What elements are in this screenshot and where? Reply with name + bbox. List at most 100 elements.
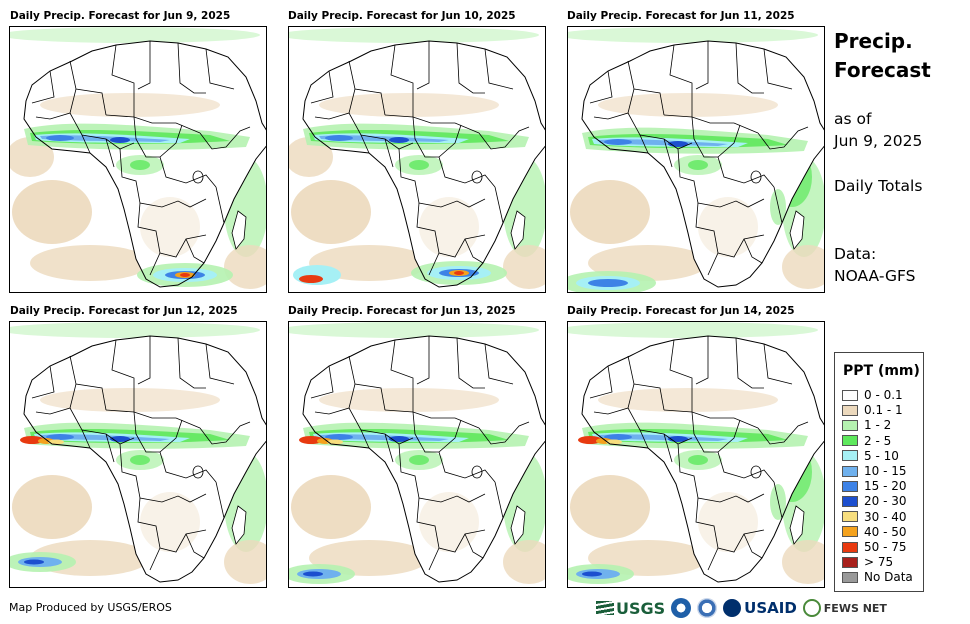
legend-item: No Data [842, 570, 913, 584]
side-title: Precip. Forecast [834, 27, 931, 85]
legend-label: 10 - 15 [864, 464, 907, 478]
panel-title: Daily Precip. Forecast for Jun 9, 2025 [10, 10, 231, 22]
legend-swatch [842, 435, 858, 447]
legend-label: 40 - 50 [864, 524, 907, 539]
dos-seal-icon [697, 598, 718, 618]
credit-text: Map Produced by USGS/EROS [9, 601, 172, 614]
southern-storm [411, 261, 507, 285]
fews-logo: FEWS NET [802, 599, 887, 617]
panel-title: Daily Precip. Forecast for Jun 14, 2025 [567, 305, 795, 317]
map-svg [289, 322, 545, 584]
legend-label: 0.1 - 1 [864, 403, 903, 418]
noaa-logo-icon [671, 598, 692, 618]
daily-totals: Daily Totals [834, 177, 923, 195]
as-of: as of Jun 9, 2025 [834, 108, 922, 152]
southern-storm [568, 271, 656, 292]
madagascar [510, 210, 526, 250]
land-precip-layer [299, 388, 529, 552]
legend-label: 30 - 40 [864, 509, 907, 524]
data-source: Data: NOAA-GFS [834, 243, 915, 287]
coastline [23, 40, 266, 288]
panel-title: Daily Precip. Forecast for Jun 10, 2025 [288, 10, 516, 22]
map-svg [10, 322, 266, 584]
map-frame [288, 26, 546, 293]
map-frame [288, 321, 546, 588]
southern-storm [137, 263, 233, 287]
usaid-seal-icon [723, 599, 742, 617]
panel-title: Daily Precip. Forecast for Jun 12, 2025 [10, 305, 238, 317]
legend-label: 20 - 30 [864, 494, 907, 509]
legend-item: 5 - 10 [842, 449, 899, 463]
map-frame [9, 26, 267, 293]
usgs-logo-text: USGS [616, 598, 666, 618]
coastline [581, 40, 824, 288]
madagascar [510, 505, 526, 545]
usgs-logo: USGS [596, 599, 665, 618]
legend-swatch [842, 404, 858, 416]
map-frame [567, 321, 825, 588]
madagascar [231, 505, 247, 545]
data-source-line1: Data: [834, 245, 877, 263]
madagascar [789, 505, 805, 545]
map-svg [289, 27, 545, 289]
country-borders [31, 41, 251, 276]
map-frame [567, 26, 825, 293]
legend-swatch [842, 556, 858, 568]
legend-swatch [842, 541, 858, 553]
legend-swatch [842, 450, 858, 462]
land-precip-layer [578, 388, 808, 552]
legend-swatch [842, 571, 858, 583]
legend-title: PPT (mm) [843, 363, 920, 379]
madagascar [231, 210, 247, 250]
map-frame [9, 321, 267, 588]
legend-label: 5 - 10 [864, 448, 899, 463]
legend-item: > 75 [842, 555, 893, 569]
data-source-line2: NOAA-GFS [834, 267, 916, 285]
legend-swatch [842, 389, 858, 401]
legend-label: No Data [864, 570, 913, 585]
globe-icon [802, 599, 821, 617]
coastline [302, 335, 545, 583]
country-borders [310, 41, 530, 276]
legend-swatch [842, 465, 858, 477]
as-of-line1: as of [834, 110, 872, 128]
southern-storm [568, 564, 634, 584]
land-precip-layer [303, 93, 529, 257]
coastline [23, 335, 266, 583]
southwest-storm [293, 265, 341, 285]
legend-swatch [842, 419, 858, 431]
legend-label: 0 - 0.1 [864, 388, 903, 402]
legend-item: 30 - 40 [842, 510, 907, 524]
legend-item: 10 - 15 [842, 464, 907, 478]
ocean-precip-layer [10, 322, 266, 584]
legend-swatch [842, 526, 858, 538]
legend-item: 1 - 2 [842, 418, 891, 432]
legend-label: 1 - 2 [864, 418, 892, 433]
madagascar [789, 210, 805, 250]
legend-swatch [842, 480, 858, 492]
legend-item: 40 - 50 [842, 525, 907, 539]
legend-item: 2 - 5 [842, 434, 891, 448]
legend-label: > 75 [864, 555, 894, 570]
coastline [581, 335, 824, 583]
map-svg [10, 27, 266, 289]
side-title-line1: Precip. [834, 29, 913, 53]
country-borders [31, 336, 251, 571]
map-svg [568, 322, 824, 584]
country-borders [589, 41, 809, 276]
panel-title: Daily Precip. Forecast for Jun 13, 2025 [288, 305, 516, 317]
country-borders [310, 336, 530, 571]
legend-label: 2 - 5 [864, 433, 892, 448]
legend-label: 15 - 20 [864, 479, 907, 494]
legend-item: 15 - 20 [842, 479, 907, 493]
side-title-line2: Forecast [834, 58, 931, 82]
legend-item: 0.1 - 1 [842, 403, 903, 417]
usaid-logo-text: USAID [744, 599, 797, 617]
as-of-line2: Jun 9, 2025 [834, 132, 923, 150]
panel-title: Daily Precip. Forecast for Jun 11, 2025 [567, 10, 795, 22]
usgs-waves-icon [596, 601, 614, 615]
southern-storm [10, 552, 76, 572]
legend-item: 0 - 0.1 [842, 388, 903, 402]
legend-item: 20 - 30 [842, 494, 907, 508]
